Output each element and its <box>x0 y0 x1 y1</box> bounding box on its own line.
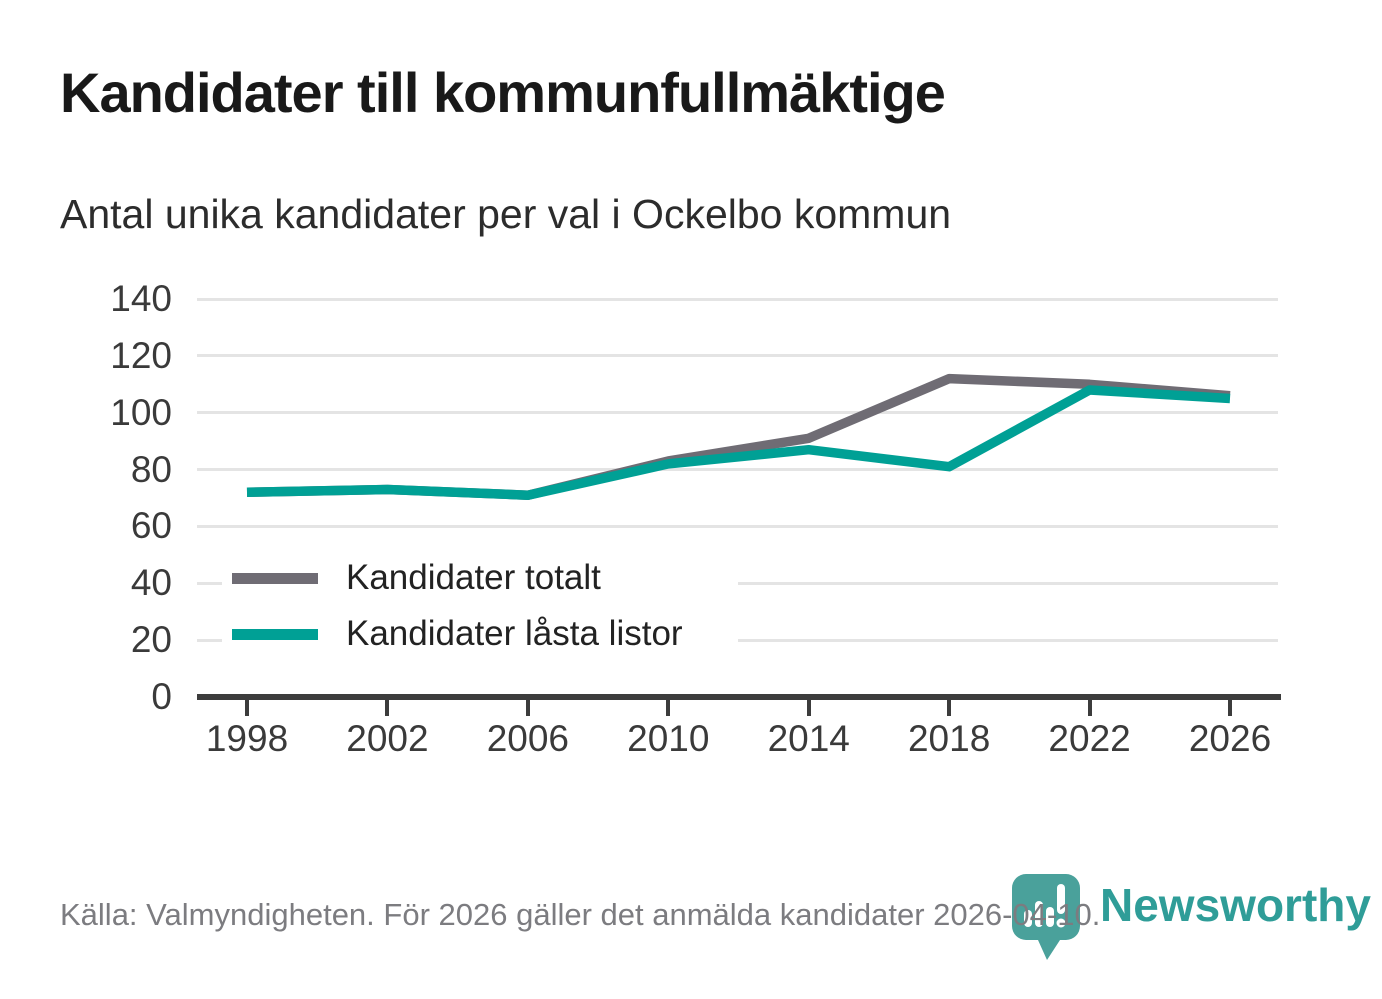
legend-swatch-total <box>232 572 318 584</box>
logo-bar-short <box>1024 910 1032 927</box>
y-tick-label-80: 80 <box>130 448 172 490</box>
x-tick-label-2018: 2018 <box>907 718 991 759</box>
y-tick-label-140: 140 <box>110 278 172 319</box>
page-title: Kandidater till kommunfullmäktige <box>60 61 946 124</box>
logo-bar-tall <box>1035 901 1043 927</box>
x-axis-line <box>197 694 1281 700</box>
y-tick-label-40: 40 <box>130 562 172 604</box>
gridline-y-80 <box>197 468 1278 472</box>
logo-exclamation-dot <box>1056 918 1066 928</box>
logo-bar-medium <box>1046 907 1054 927</box>
gridline-y-120 <box>197 354 1278 358</box>
x-tick-2022 <box>1087 700 1092 716</box>
y-tick-label-60: 60 <box>130 505 172 547</box>
logo-wordmark: Newsworthy <box>1100 879 1371 931</box>
y-tick-label-120: 120 <box>110 334 172 376</box>
x-tick-label-2010: 2010 <box>627 718 710 759</box>
legend-item-locked-lists: Kandidater låsta listor <box>222 609 683 659</box>
x-tick-2006 <box>525 700 530 716</box>
y-tick-label-20: 20 <box>130 619 172 661</box>
gridline-y-60 <box>197 524 1278 528</box>
logo-exclamation-bar <box>1057 884 1065 914</box>
x-tick-2002 <box>385 700 390 716</box>
y-tick-label-100: 100 <box>110 391 172 433</box>
x-tick-2026 <box>1228 700 1232 716</box>
gridline-y-100 <box>197 411 1278 415</box>
legend-label-total: Kandidater totalt <box>346 558 601 597</box>
newsworthy-logo: Newsworthy <box>1012 874 1371 962</box>
source-note: Källa: Valmyndigheten. För 2026 gäller d… <box>60 897 1101 932</box>
line-series-svg <box>246 373 1231 500</box>
legend-label-locked-lists: Kandidater låsta listor <box>346 614 683 653</box>
y-tick-label-0: 0 <box>151 676 172 717</box>
x-tick-2014 <box>806 700 811 716</box>
legend-item-total: Kandidater totalt <box>222 553 601 603</box>
x-tick-label-1998: 1998 <box>205 718 289 759</box>
chart-subtitle: Antal unika kandidater per val i Ockelbo… <box>60 191 952 237</box>
series-line-1 <box>246 385 1231 500</box>
x-tick-label-2014: 2014 <box>767 718 850 759</box>
x-tick-2010 <box>666 700 671 716</box>
x-tick-label-2026: 2026 <box>1188 718 1272 759</box>
x-tick-label-2002: 2002 <box>346 718 429 759</box>
legend-swatch-locked-lists <box>232 628 318 640</box>
x-tick-label-2006: 2006 <box>486 718 570 759</box>
x-tick-2018 <box>947 700 952 716</box>
x-tick-label-2022: 2022 <box>1048 718 1131 759</box>
x-tick-1998 <box>245 700 249 716</box>
gridline-y-140 <box>197 297 1278 301</box>
legend: Kandidater totalt Kandidater låsta listo… <box>222 551 738 665</box>
newsworthy-logo-icon <box>1012 874 1080 960</box>
